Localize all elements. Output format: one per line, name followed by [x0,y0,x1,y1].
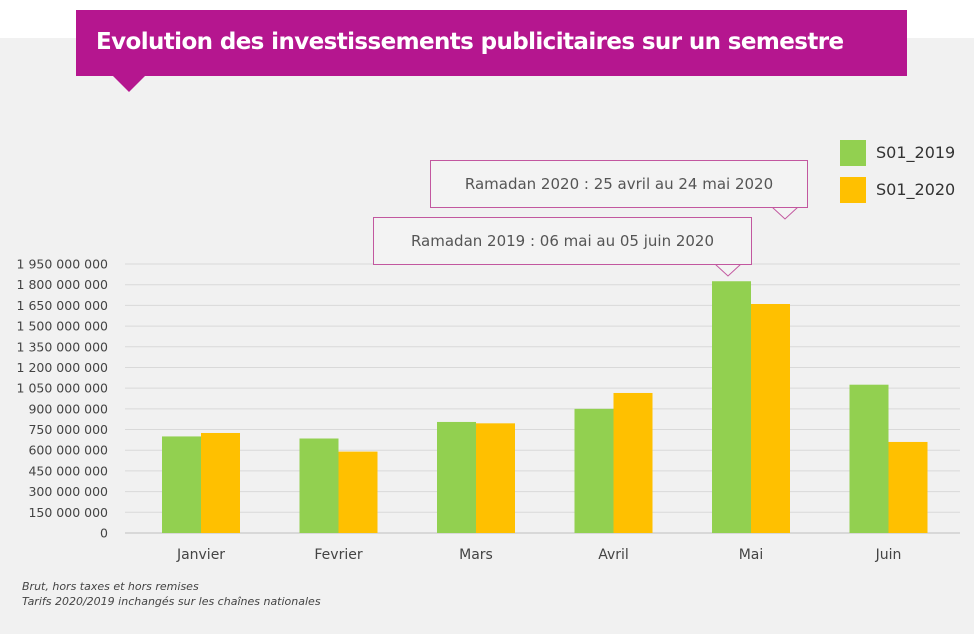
bar-s01-2020-janvier [201,432,240,533]
title-banner-pointer [112,75,146,92]
title-banner [76,10,907,76]
legend-swatch-s01-2019 [840,140,866,166]
callout-ramadan-2020: Ramadan 2020 : 25 avril au 24 mai 2020 [430,160,808,208]
y-tick-label: 450 000 000 [28,463,108,478]
y-tick-label: 150 000 000 [28,505,108,520]
bar-s01-2019-juin [849,384,889,533]
footnote-1: Brut, hors taxes et hors remises [22,580,199,593]
bar-s01-2020-mars [476,423,515,533]
bar-s01-2020-mai [751,304,790,533]
bar-s01-2020-juin [888,441,928,533]
legend-label-s01-2020: S01_2020 [876,180,956,199]
y-tick-label: 600 000 000 [28,443,108,458]
x-tick-label: Juin [875,547,902,563]
x-tick-label: Fevrier [314,547,362,563]
y-tick-label: 1 050 000 000 [17,381,108,396]
y-tick-label: 900 000 000 [28,401,108,416]
bar-s01-2019-avril [574,408,614,533]
legend-swatch-s01-2020 [840,177,866,203]
x-tick-label: Mars [459,547,493,563]
y-tick-label: 1 200 000 000 [17,360,108,375]
legend-label-s01-2019: S01_2019 [876,143,956,162]
callout-pointer-ramadan-2020 [770,206,800,220]
x-tick-label: Avril [598,547,629,563]
bar-s01-2019-mai [712,281,751,533]
bar-s01-2019-fevrier [299,438,339,533]
y-tick-label: 1 350 000 000 [17,339,108,354]
y-tick-label: 1 650 000 000 [17,298,108,313]
x-tick-label: Janvier [176,547,225,563]
y-tick-label: 1 950 000 000 [17,257,108,272]
y-tick-label: 0 [100,526,108,541]
y-tick-label: 300 000 000 [28,484,108,499]
bar-s01-2019-janvier [162,436,201,533]
bar-s01-2020-fevrier [338,451,378,533]
chart-background [0,38,974,634]
callout-ramadan-2019: Ramadan 2019 : 06 mai au 05 juin 2020 [373,217,752,265]
y-tick-label: 750 000 000 [28,422,108,437]
y-tick-label: 1 500 000 000 [17,319,108,334]
footnote-2: Tarifs 2020/2019 inchangés sur les chaîn… [22,595,321,608]
bar-s01-2019-mars [437,421,476,533]
chart-title: Evolution des investissements publicitai… [96,29,844,55]
callout-pointer-ramadan-2019 [713,263,743,277]
y-tick-label: 1 800 000 000 [17,277,108,292]
bar-s01-2020-avril [613,392,653,533]
x-tick-label: Mai [739,547,764,563]
